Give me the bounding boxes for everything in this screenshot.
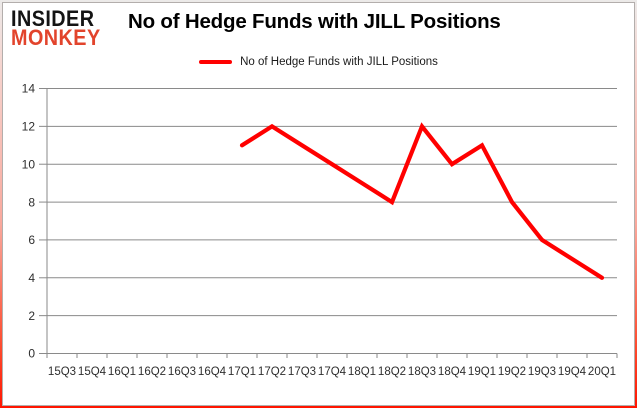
insider-monkey-logo: INSIDER MONKEY <box>11 6 101 50</box>
legend-label: No of Hedge Funds with JILL Positions <box>240 56 438 68</box>
svg-text:19Q3: 19Q3 <box>528 366 556 378</box>
svg-text:8: 8 <box>28 195 35 209</box>
svg-text:19Q2: 19Q2 <box>498 366 526 378</box>
legend: No of Hedge Funds with JILL Positions <box>0 56 637 68</box>
svg-text:15Q4: 15Q4 <box>78 366 107 378</box>
svg-text:17Q1: 17Q1 <box>228 366 256 378</box>
svg-text:14: 14 <box>22 82 36 96</box>
svg-text:19Q4: 19Q4 <box>558 366 587 378</box>
legend-line-swatch <box>199 60 233 64</box>
svg-text:10: 10 <box>22 157 36 171</box>
svg-text:12: 12 <box>22 120 36 134</box>
svg-text:0: 0 <box>28 347 35 361</box>
svg-text:19Q1: 19Q1 <box>468 366 496 378</box>
logo-insider-text: INSIDER <box>11 6 95 31</box>
svg-text:18Q1: 18Q1 <box>348 366 376 378</box>
svg-text:4: 4 <box>28 271 35 285</box>
svg-text:20Q1: 20Q1 <box>588 366 616 378</box>
svg-text:6: 6 <box>28 233 35 247</box>
svg-text:15Q3: 15Q3 <box>48 366 76 378</box>
svg-text:17Q4: 17Q4 <box>318 366 347 378</box>
svg-text:16Q3: 16Q3 <box>168 366 196 378</box>
svg-text:16Q4: 16Q4 <box>198 366 227 378</box>
svg-text:18Q4: 18Q4 <box>438 366 467 378</box>
logo-monkey-text: MONKEY <box>11 25 101 50</box>
svg-text:17Q3: 17Q3 <box>288 366 316 378</box>
svg-text:2: 2 <box>28 309 35 323</box>
chart-title: No of Hedge Funds with JILL Positions <box>128 10 501 33</box>
svg-text:17Q2: 17Q2 <box>258 366 286 378</box>
svg-text:18Q2: 18Q2 <box>378 366 406 378</box>
svg-text:16Q1: 16Q1 <box>108 366 136 378</box>
svg-text:16Q2: 16Q2 <box>138 366 166 378</box>
svg-text:18Q3: 18Q3 <box>408 366 436 378</box>
